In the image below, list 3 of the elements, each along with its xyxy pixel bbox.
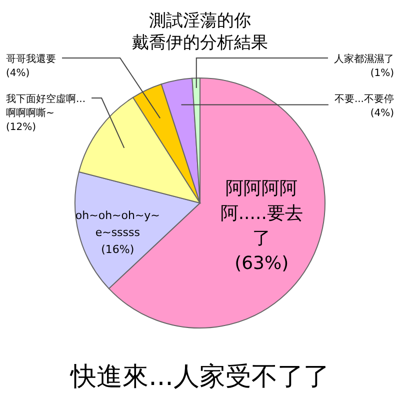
subtitle: 戴喬伊的分析結果	[132, 33, 268, 53]
title: 測試淫蕩的你	[149, 11, 251, 31]
annotation: 快進來...人家受不了了	[70, 362, 330, 392]
